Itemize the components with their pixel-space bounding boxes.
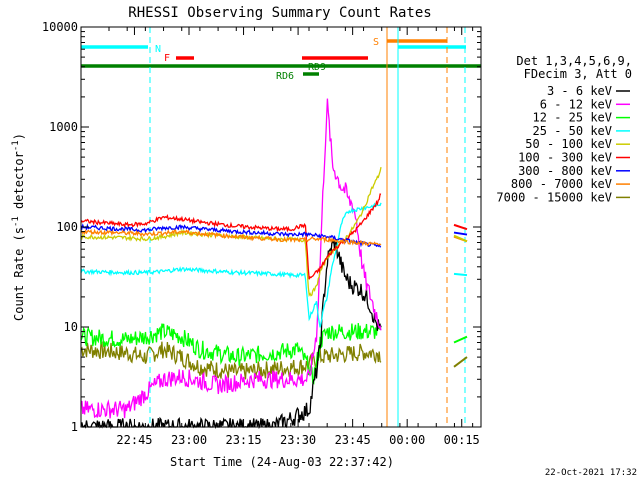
series-line-6-12-kev [80,98,382,419]
flag-label-f: F [164,53,170,64]
legend-label-50-100-kev: 50 - 100 keV [525,137,612,151]
legend-label-12-25-kev: 12 - 25 keV [533,111,612,125]
y-tick-label: 10000 [42,20,78,34]
x-tick-label: 23:15 [225,433,261,447]
y-tick-label: 10 [64,320,78,334]
tail-segment-6 [453,356,468,368]
x-tick-label: 22:45 [116,433,152,447]
x-tick-label: 23:45 [335,433,371,447]
series-line-300-800-kev [80,223,382,248]
series-line-12-25-kev [80,323,382,385]
flag-label-rd6: RD6 [276,71,294,82]
flag-label-rd9: RD9 [308,62,326,73]
x-tick-label: 00:00 [389,433,425,447]
tail-segment-4 [453,272,468,277]
series-line-800-7000-kev [80,228,382,247]
x-tick-label: 23:00 [171,433,207,447]
legend-label-6-12-kev: 6 - 12 keV [540,97,612,111]
x-tick-label: 23:30 [280,433,316,447]
x-axis-label: Start Time (24-Aug-03 22:37:42) [170,455,394,469]
legend-label-300-800-kev: 300 - 800 keV [518,164,612,178]
date-stamp: 22-Oct-2021 17:32 [545,468,637,478]
x-tick-label: 00:15 [444,433,480,447]
tail-segment-5 [453,335,468,344]
legend-label-3-6-kev: 3 - 6 keV [547,84,612,98]
legend-label-800-7000-kev: 800 - 7000 keV [511,177,612,191]
flag-label-s: S [373,37,379,48]
tail-segment-1 [453,231,468,236]
legend: Det 1,3,4,5,6,9, FDecim 3, Att 0 3 - 6 k… [496,54,632,204]
y-tick-label: 1 [71,420,78,434]
flag-label-n: N [155,44,161,55]
series-lines [80,98,468,430]
legend-label-100-300-kev: 100 - 300 keV [518,151,612,165]
legend-label-25-50-kev: 25 - 50 keV [533,124,612,138]
y-tick-label: 1000 [49,120,78,134]
legend-label-7000-15000-kev: 7000 - 15000 keV [496,190,612,204]
event-markers [149,27,466,427]
series-line-100-300-kev [80,193,382,280]
series-line-7000-15000-kev [80,341,382,380]
observing-flag-bars: NF S RD9 RD6 [81,37,481,82]
series-line-25-50-kev [80,202,382,328]
tail-segment-3 [453,234,468,243]
x-axis: 22:45 23:00 23:15 23:30 23:45 00:00 00:15 [108,27,480,447]
y-axis: 1 10 100 1000 10000 [42,20,481,434]
svg-text:Count Rate (s-1 detector-1): Count Rate (s-1 detector-1) [11,133,26,321]
y-axis-label: Count Rate (s-1 detector-1) [11,133,26,321]
y-tick-label: 100 [56,220,78,234]
tail-segment-0 [453,223,468,231]
chart-title: RHESSI Observing Summary Count Rates [128,5,431,21]
legend-header-line-2: FDecim 3, Att 0 [524,67,632,81]
legend-header-line-1: Det 1,3,4,5,6,9, [516,54,632,68]
